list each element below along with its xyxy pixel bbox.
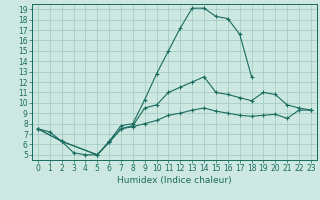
X-axis label: Humidex (Indice chaleur): Humidex (Indice chaleur) <box>117 176 232 185</box>
